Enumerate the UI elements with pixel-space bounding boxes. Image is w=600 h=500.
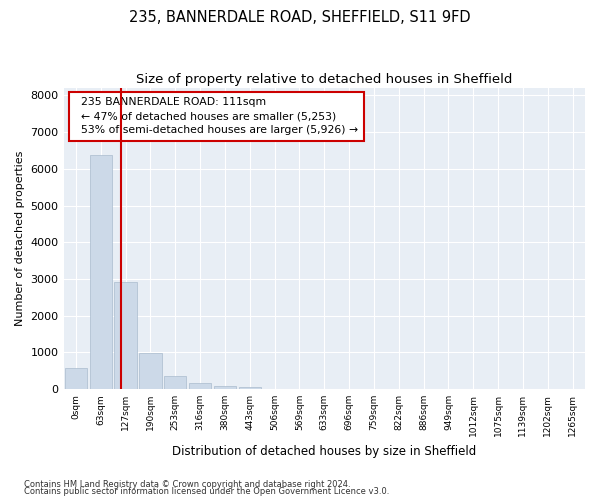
Y-axis label: Number of detached properties: Number of detached properties xyxy=(15,151,25,326)
Text: 235, BANNERDALE ROAD, SHEFFIELD, S11 9FD: 235, BANNERDALE ROAD, SHEFFIELD, S11 9FD xyxy=(129,10,471,25)
Title: Size of property relative to detached houses in Sheffield: Size of property relative to detached ho… xyxy=(136,72,512,86)
Text: 235 BANNERDALE ROAD: 111sqm
  ← 47% of detached houses are smaller (5,253)
  53%: 235 BANNERDALE ROAD: 111sqm ← 47% of det… xyxy=(74,97,358,135)
Bar xyxy=(239,386,261,389)
Bar xyxy=(164,376,187,389)
Bar xyxy=(65,368,87,389)
Text: Contains public sector information licensed under the Open Government Licence v3: Contains public sector information licen… xyxy=(24,487,389,496)
Bar xyxy=(139,354,161,389)
Bar xyxy=(115,282,137,389)
Text: Contains HM Land Registry data © Crown copyright and database right 2024.: Contains HM Land Registry data © Crown c… xyxy=(24,480,350,489)
Bar xyxy=(189,384,211,389)
Bar xyxy=(214,386,236,389)
Bar xyxy=(89,155,112,389)
X-axis label: Distribution of detached houses by size in Sheffield: Distribution of detached houses by size … xyxy=(172,444,476,458)
